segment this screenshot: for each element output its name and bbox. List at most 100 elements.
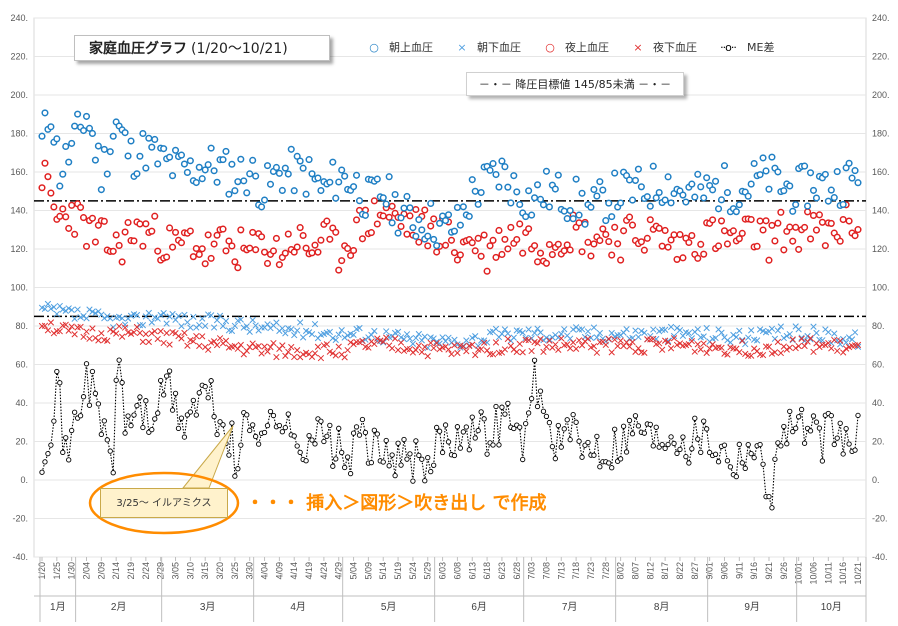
- me-diff-point: [158, 377, 164, 384]
- morning-sys-point: [91, 156, 99, 164]
- night-sys-point: [263, 259, 272, 268]
- night-sys-point: [851, 232, 859, 240]
- x-date-label: 4/09: [274, 562, 284, 580]
- morning-sys-point: [127, 137, 135, 145]
- morning-sys-point: [79, 126, 88, 135]
- morning-dia-point: [739, 336, 746, 344]
- morning-sys-point: [166, 153, 174, 161]
- x-date-label: 3/25: [230, 562, 240, 580]
- morning-sys-point: [263, 162, 272, 170]
- morning-dia-point: [638, 327, 645, 335]
- me-diff-point: [704, 426, 710, 432]
- me-diff-point: [211, 413, 217, 420]
- me-diff-point: [261, 429, 268, 436]
- night-sys-point: [258, 233, 266, 241]
- morning-sys-point: [851, 167, 859, 175]
- x-date-label: 6/08: [452, 562, 462, 580]
- morning-dia-point: [222, 317, 230, 325]
- me-diff-point: [439, 449, 446, 456]
- night-dia-point: [472, 351, 479, 359]
- night-sys-point: [596, 236, 604, 245]
- morning-dia-point: [190, 313, 197, 321]
- night-dia-point: [552, 341, 559, 348]
- night-dia-point: [279, 342, 286, 349]
- morning-sys-point: [845, 159, 853, 167]
- morning-dia-point: [831, 330, 838, 337]
- morning-dia-point: [546, 336, 553, 343]
- me-diff-point: [653, 424, 659, 430]
- night-dia-point: [854, 341, 862, 349]
- morning-sys-point: [228, 160, 236, 168]
- night-sys-point: [124, 218, 132, 227]
- morning-dia-point: [510, 334, 517, 341]
- morning-sys-point: [495, 183, 503, 191]
- night-dia-point: [572, 345, 580, 352]
- me-diff-point: [555, 422, 561, 429]
- morning-dia-point: [329, 335, 336, 342]
- morning-dia-point: [780, 334, 787, 342]
- morning-sys-point: [139, 129, 147, 138]
- night-dia-point: [222, 337, 230, 344]
- night-sys-point: [412, 205, 420, 214]
- night-dia-point: [397, 339, 405, 346]
- night-sys-point: [323, 217, 331, 225]
- morning-dia-point: [650, 326, 657, 333]
- me-diff-point: [579, 454, 585, 460]
- me-diff-point: [107, 448, 113, 454]
- night-dia-point: [71, 331, 78, 338]
- night-dia-point: [347, 339, 354, 346]
- me-diff-point: [104, 437, 110, 443]
- morning-sys-point: [560, 207, 568, 215]
- morning-sys-point: [563, 215, 571, 223]
- morning-sys-point: [617, 199, 625, 207]
- night-sys-point: [213, 231, 221, 239]
- night-sys-point: [169, 243, 177, 251]
- night-sys-point: [554, 240, 562, 248]
- night-dia-point: [216, 335, 224, 342]
- x-date-label: 6/03: [438, 562, 448, 580]
- morning-sys-point: [62, 142, 70, 151]
- me-diff-point: [591, 452, 597, 458]
- night-dia-point: [578, 342, 586, 349]
- morning-sys-point: [806, 169, 815, 177]
- morning-sys-point: [732, 208, 740, 216]
- morning-dia-point: [825, 328, 832, 336]
- morning-sys-point: [341, 172, 349, 180]
- night-dia-point: [460, 343, 467, 350]
- me-diff-point: [110, 470, 116, 476]
- morning-dia-point: [727, 339, 734, 346]
- morning-dia-point: [676, 327, 684, 334]
- me-diff-point: [54, 368, 60, 375]
- morning-sys-point: [510, 172, 518, 180]
- night-sys-point: [68, 201, 76, 209]
- morning-sys-point: [691, 193, 699, 201]
- morning-dia-point: [228, 327, 236, 335]
- night-dia-point: [261, 343, 268, 350]
- me-diff-point: [350, 430, 357, 436]
- night-sys-point: [685, 238, 693, 247]
- morning-sys-point: [703, 174, 711, 182]
- morning-sys-point: [602, 217, 610, 225]
- night-sys-point: [441, 241, 450, 249]
- night-dia-point: [139, 338, 147, 345]
- x-date-label: 2/24: [141, 562, 151, 580]
- me-diff-point: [276, 422, 283, 429]
- x-date-label: 2/14: [111, 562, 121, 580]
- night-sys-point: [717, 217, 726, 225]
- morning-sys-point: [409, 224, 417, 232]
- me-diff-point: [807, 428, 814, 434]
- night-dia-point: [593, 349, 601, 356]
- morning-sys-point: [234, 178, 242, 186]
- morning-sys-point: [180, 160, 188, 168]
- night-sys-point: [483, 267, 491, 275]
- night-sys-point: [234, 264, 242, 272]
- morning-dia-point: [418, 337, 425, 344]
- morning-dia-point: [403, 331, 411, 338]
- night-sys-point: [100, 217, 108, 225]
- morning-dia-point: [531, 329, 538, 337]
- morning-sys-point: [667, 199, 675, 207]
- morning-dia-point: [516, 327, 523, 335]
- me-diff-point: [80, 394, 87, 400]
- morning-sys-point: [314, 174, 322, 182]
- me-diff-point: [629, 431, 636, 437]
